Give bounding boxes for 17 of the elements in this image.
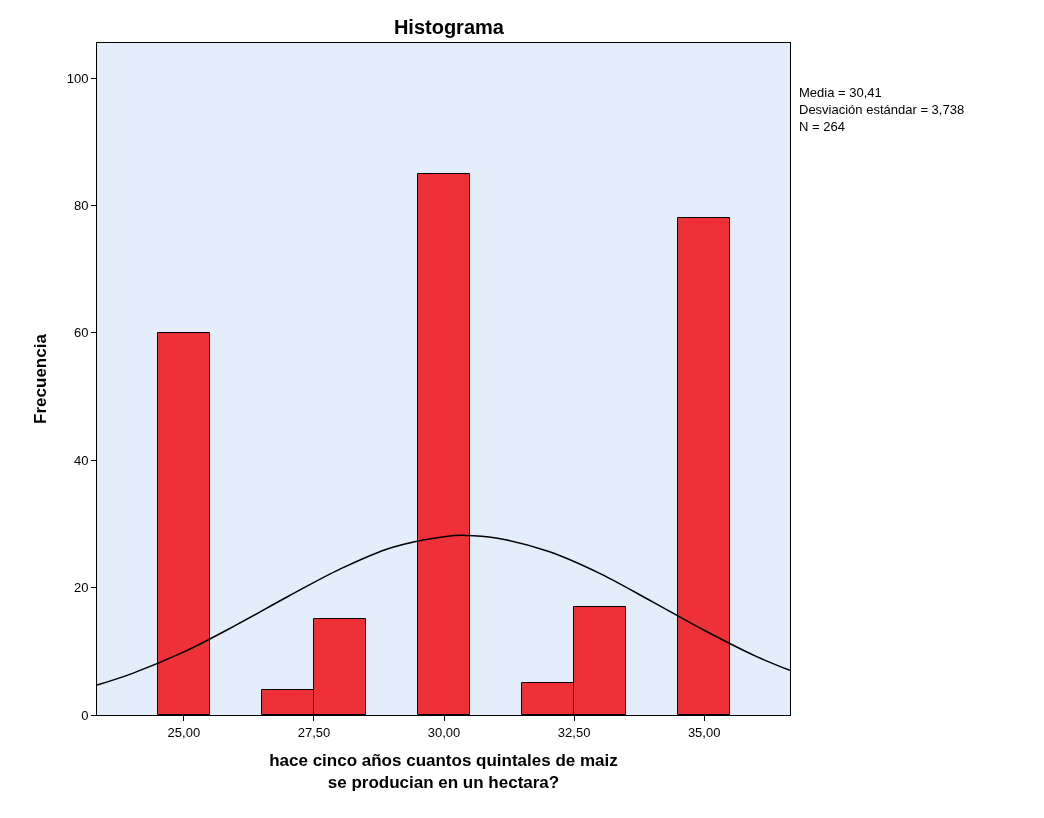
text: N = 264 xyxy=(799,119,845,134)
text: Media = 30,41 xyxy=(799,85,882,100)
x-tick-label: 25,00 xyxy=(167,724,201,740)
x-axis-title: hace cinco años cuantos quintales de maiz se producian en un hectara? xyxy=(269,751,618,793)
y-tick-label: 20 xyxy=(73,580,89,596)
y-tick-label: 60 xyxy=(73,325,89,341)
x-tick-label: 32,50 xyxy=(557,724,591,740)
x-tick-label: 30,00 xyxy=(427,724,461,740)
text: Desviación estándar = 3,738 xyxy=(799,102,965,117)
y-tick-label: 40 xyxy=(73,452,89,468)
y-tick-label: 80 xyxy=(73,197,89,213)
x-tick-label: 35,00 xyxy=(687,724,721,740)
y-tick-label: 100 xyxy=(66,70,89,86)
x-tick-label: 27,50 xyxy=(297,724,331,740)
y-axis-title: Frecuencia xyxy=(31,333,51,424)
chart-title: Histograma xyxy=(393,16,505,39)
y-tick-label: 0 xyxy=(81,707,89,723)
